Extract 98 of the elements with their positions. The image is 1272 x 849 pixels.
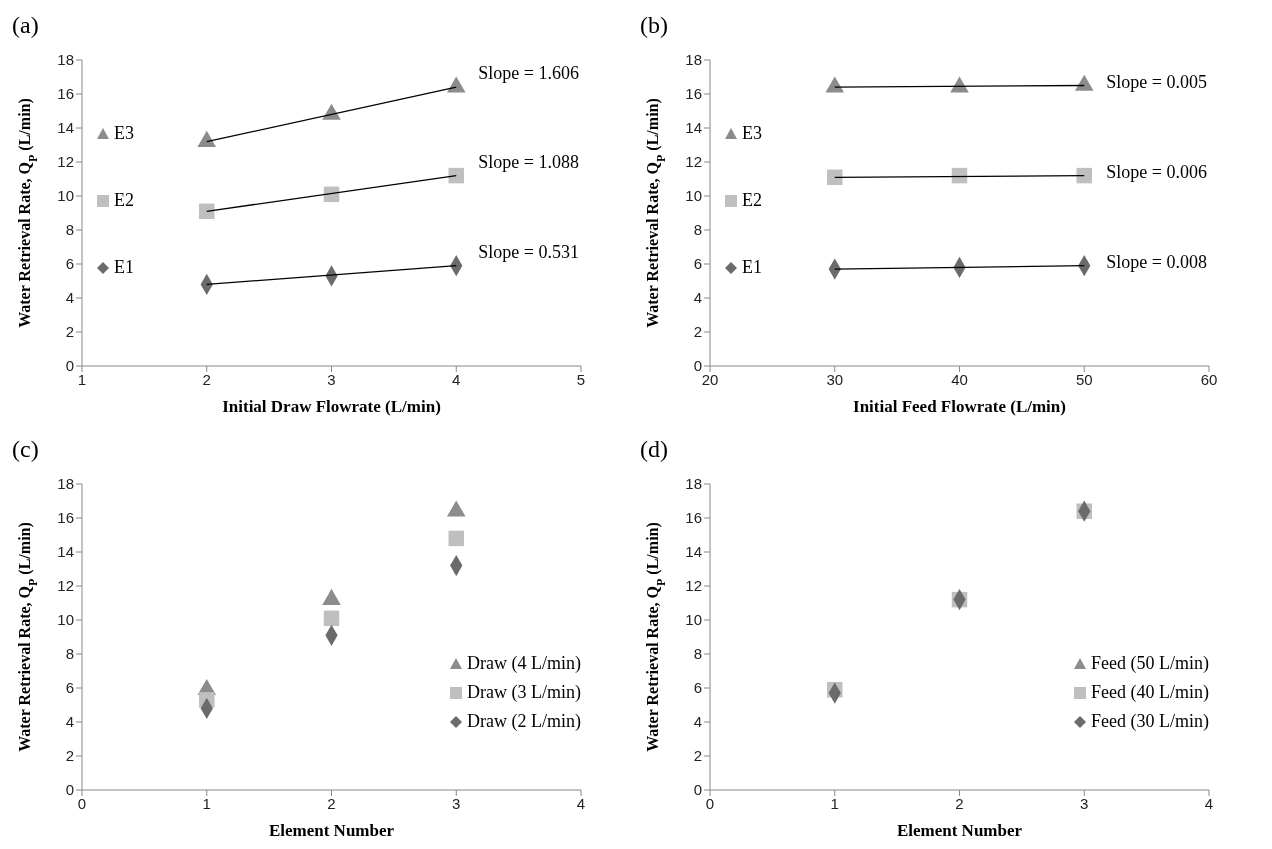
y-tick-label: 2 [65,747,74,765]
x-tick-label: 3 [1080,794,1089,812]
legend-label: Draw (3 L/min) [467,682,581,703]
legend-label: E2 [742,190,762,211]
y-tick-label: 6 [693,679,702,697]
y-tick-label: 0 [693,781,702,799]
x-tick-label: 30 [826,370,844,388]
y-tick-label: 8 [693,221,702,239]
y-tick-label: 8 [65,221,74,239]
y-tick-label: 0 [65,781,74,799]
y-tick-label: 2 [693,747,702,765]
y-tick-label: 18 [685,51,702,69]
x-tick-label: 5 [576,370,586,388]
legend-label: E1 [114,257,134,278]
y-tick-label: 14 [57,543,74,561]
x-tick-label: 4 [452,370,461,388]
point [323,610,340,627]
y-tick-label: 10 [685,187,702,205]
annotation: Slope = 0.006 [1106,161,1207,182]
annotation: Slope = 0.531 [478,241,579,262]
y-tick-label: 6 [693,255,702,273]
annotation: Slope = 1.088 [478,151,579,172]
chart-title: (a) [12,12,39,39]
y-tick-label: 0 [693,357,702,375]
x-axis-title: Element Number [896,821,1023,840]
point [448,530,464,547]
y-tick-label: 14 [685,119,702,137]
x-tick-label: 2 [955,794,964,812]
x-axis-title: Element Number [268,821,395,840]
annotation: Slope = 0.008 [1106,251,1207,272]
x-tick-label: 0 [705,794,715,812]
y-tick-label: 6 [65,679,74,697]
y-tick-label: 14 [685,543,702,561]
legend-label: Feed (30 L/min) [1091,711,1209,732]
x-tick-label: 60 [1200,370,1218,388]
x-tick-label: 40 [951,370,968,388]
y-tick-label: 4 [65,289,74,307]
legend-label: Draw (2 L/min) [467,711,581,732]
y-tick-label: 12 [57,577,74,595]
y-tick-label: 18 [57,51,74,69]
x-tick-label: 2 [202,370,211,388]
point [448,167,464,184]
legend-label: Feed (40 L/min) [1091,682,1209,703]
y-tick-label: 10 [57,611,74,629]
y-tick-label: 2 [65,323,74,341]
annotation: Slope = 0.005 [1106,71,1207,92]
y-tick-label: 14 [57,119,74,137]
y-tick-label: 12 [685,577,702,595]
x-tick-label: 50 [1075,370,1093,388]
x-axis-title: Initial Feed Flowrate (L/min) [853,397,1066,416]
y-tick-label: 0 [65,357,74,375]
y-tick-label: 4 [65,713,74,731]
y-tick-label: 8 [693,645,702,663]
legend-label: E2 [114,190,134,211]
x-axis-title: Initial Draw Flowrate (L/min) [222,397,441,416]
legend-label: E3 [742,123,762,144]
y-tick-label: 16 [57,509,74,527]
point [322,103,341,120]
point [1074,74,1094,91]
point [199,203,215,220]
y-tick-label: 10 [685,611,702,629]
legend-label: E3 [114,123,134,144]
y-tick-label: 16 [685,509,702,527]
y-tick-label: 16 [57,85,74,103]
legend-label: Feed (50 L/min) [1091,653,1209,674]
point [950,76,969,93]
legend-label: E1 [742,257,762,278]
x-tick-label: 4 [576,794,586,812]
chart-title: (b) [640,12,668,39]
y-tick-label: 12 [57,153,74,171]
x-tick-label: 2 [327,794,336,812]
x-tick-label: 4 [1204,794,1214,812]
y-tick-label: 2 [693,323,702,341]
y-tick-label: 4 [693,713,702,731]
y-tick-label: 6 [65,255,74,273]
point [827,169,843,186]
y-tick-label: 10 [57,187,74,205]
x-tick-label: 1 [77,370,87,388]
y-tick-label: 18 [57,475,74,493]
point [1076,167,1092,184]
x-tick-label: 1 [202,794,211,812]
y-tick-label: 18 [685,475,702,493]
x-tick-label: 3 [452,794,461,812]
chart-title: (d) [640,436,668,463]
y-tick-label: 12 [685,153,702,171]
chart-title: (c) [12,436,39,463]
point [825,76,845,93]
point [197,130,217,147]
annotation: Slope = 1.606 [478,63,579,84]
x-tick-label: 0 [77,794,87,812]
x-tick-label: 3 [327,370,336,388]
y-tick-label: 8 [65,645,74,663]
point [446,76,466,93]
legend-label: Draw (4 L/min) [467,653,581,674]
y-tick-label: 4 [693,289,702,307]
x-tick-label: 20 [701,370,719,388]
y-tick-label: 16 [685,85,702,103]
x-tick-label: 1 [830,794,839,812]
